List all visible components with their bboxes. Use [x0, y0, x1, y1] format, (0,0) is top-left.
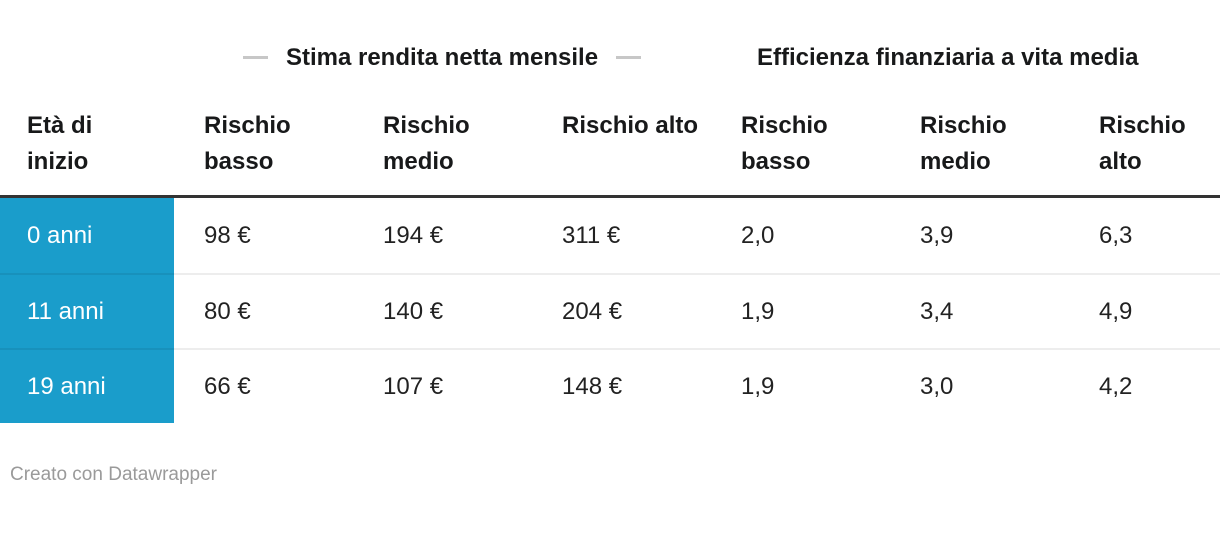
table-cell: 66 € [174, 348, 353, 423]
table-cell: 311 € [562, 221, 621, 249]
table-cell: 194 € [383, 221, 444, 249]
column-group-rendita: Stima rendita netta mensile [174, 40, 710, 75]
row-header: 0 anni [0, 198, 174, 273]
column-group-header-row: Stima rendita netta mensile Efficienza f… [0, 40, 1220, 75]
table-cell: 3,4 [890, 273, 1069, 348]
datawrapper-credit-link[interactable]: Creato con Datawrapper [10, 464, 217, 485]
table-cell: 204 € [532, 273, 711, 348]
table-cell: 3,0 [890, 348, 1069, 423]
column-group-label: Efficienza finanziaria a vita media [757, 44, 1139, 71]
column-header-medio-2: Rischio medio [920, 112, 1007, 175]
column-group-label: Stima rendita netta mensile [285, 44, 599, 71]
table-cell: 80 € [174, 273, 353, 348]
table-cell: 148 € [532, 348, 711, 423]
table-header-row: Età di inizio Rischio basso Rischio medi… [0, 108, 1220, 198]
table-cell: 4,2 [1069, 348, 1220, 423]
table-row: 11 anni 80 € 140 € 204 € 1,9 3,4 4,9 [0, 273, 1220, 348]
table-cell: 6,3 [1099, 221, 1133, 249]
footer-credit: Creato con Datawrapper [0, 464, 1220, 486]
column-header-alto-1: Rischio alto [562, 112, 699, 139]
table-cell: 1,9 [711, 348, 890, 423]
column-header-eta: Età di inizio [27, 112, 93, 175]
table-row: 19 anni 66 € 107 € 148 € 1,9 3,0 4,2 [0, 348, 1220, 423]
table-cell: 1,9 [711, 273, 890, 348]
row-header: 11 anni [0, 273, 174, 348]
table-cell: 4,9 [1069, 273, 1220, 348]
table-cell: 3,9 [920, 221, 954, 249]
table-cell: 2,0 [741, 221, 775, 249]
column-header-basso-2: Rischio basso [741, 112, 828, 175]
table-row: 0 anni 98 € 194 € 311 € 2,0 3,9 6,3 [0, 198, 1220, 273]
dash-left-icon [242, 56, 268, 59]
table-cell: 98 € [204, 221, 251, 249]
column-header-alto-2: Rischio alto [1099, 112, 1186, 175]
dash-right-icon [616, 56, 642, 59]
row-header: 19 anni [0, 348, 174, 423]
table-cell: 140 € [353, 273, 532, 348]
table-cell: 107 € [353, 348, 532, 423]
column-group-efficienza: Efficienza finanziaria a vita media [710, 40, 1220, 75]
column-header-medio-1: Rischio medio [383, 112, 470, 175]
column-header-basso-1: Rischio basso [204, 112, 291, 175]
